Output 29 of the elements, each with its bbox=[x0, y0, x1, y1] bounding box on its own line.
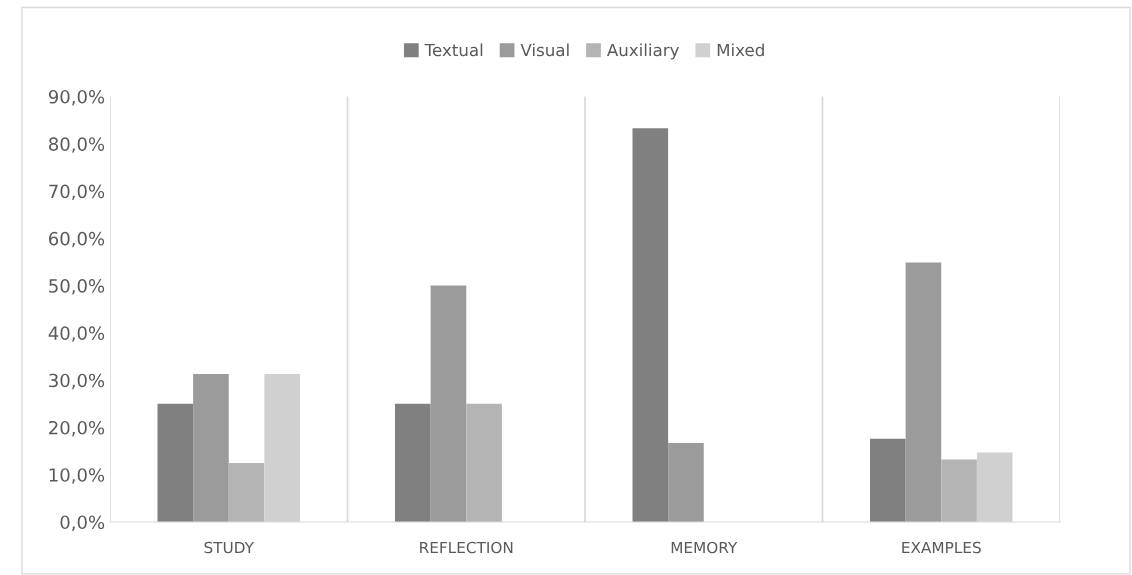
y-tick-label: 10,0% bbox=[49, 468, 105, 484]
bar bbox=[905, 262, 942, 522]
y-tick-label: 50,0% bbox=[49, 279, 105, 295]
y-tick-label: 70,0% bbox=[49, 184, 105, 201]
legend-label: Textual bbox=[424, 43, 483, 57]
y-tick-label: 60,0% bbox=[49, 231, 105, 248]
y-tick-label: 40,0% bbox=[48, 326, 105, 342]
x-tick-label: STUDY bbox=[204, 541, 255, 554]
bar bbox=[870, 438, 906, 522]
legend-label: Mixed bbox=[717, 43, 764, 57]
bar bbox=[430, 285, 467, 522]
y-tick-label: 0,0% bbox=[60, 515, 105, 531]
x-tick-label: REFLECTION bbox=[420, 541, 513, 554]
x-tick-label: MEMORY bbox=[671, 541, 738, 554]
y-tick-label: 80,0% bbox=[49, 137, 105, 153]
legend-label: Visual bbox=[520, 43, 569, 57]
bar bbox=[157, 403, 194, 522]
bar bbox=[668, 443, 704, 522]
bar bbox=[395, 403, 431, 522]
y-tick-label: 90,0% bbox=[48, 89, 105, 106]
bar bbox=[941, 459, 977, 522]
bar bbox=[193, 374, 229, 522]
y-tick-label: 20,0% bbox=[49, 420, 105, 437]
bar bbox=[228, 462, 265, 522]
bar bbox=[466, 403, 502, 522]
legend-label: Auxiliary bbox=[606, 43, 679, 60]
bar bbox=[632, 128, 669, 522]
x-tick-label: EXAMPLES bbox=[902, 541, 981, 554]
y-tick-label: 30,0% bbox=[49, 373, 105, 390]
